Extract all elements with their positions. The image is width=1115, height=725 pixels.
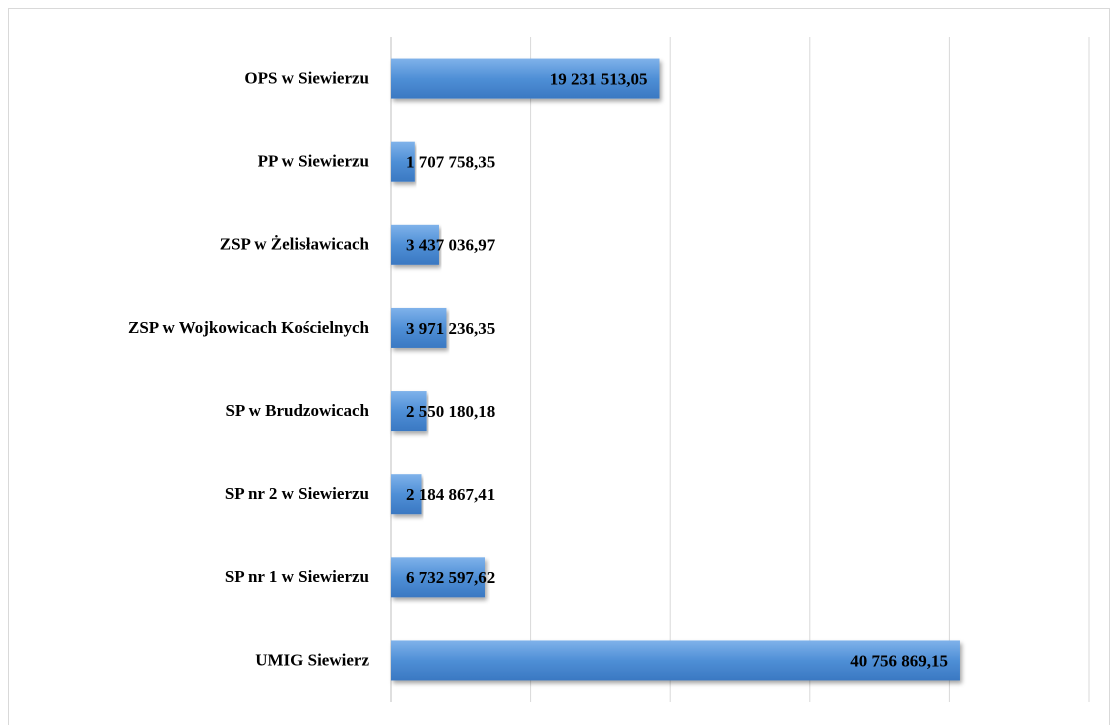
y-tick-label: PP w Siewierzu (258, 152, 369, 171)
bar (391, 474, 422, 515)
data-label: 3 971 236,35 (406, 319, 495, 338)
bar (391, 141, 415, 182)
bar (391, 391, 427, 432)
data-label: 1 707 758,35 (406, 153, 495, 172)
bar (391, 58, 660, 99)
y-tick-label: ZSP w Żelisławicach (220, 235, 370, 254)
y-tick-label: UMIG Siewierz (255, 650, 369, 669)
data-label: 6 732 597,62 (406, 568, 495, 587)
data-label: 40 756 869,15 (850, 651, 948, 670)
chart-border (8, 8, 1110, 725)
bar (391, 224, 439, 265)
y-tick-label: ZSP w Wojkowicach Kościelnych (128, 318, 370, 337)
bar (391, 640, 960, 681)
data-label: 19 231 513,05 (550, 69, 648, 88)
data-label: 3 437 036,97 (406, 236, 496, 255)
y-tick-label: SP nr 2 w Siewierzu (225, 484, 369, 503)
bar (391, 307, 447, 348)
data-label: 2 550 180,18 (406, 402, 495, 421)
y-tick-label: SP w Brudzowicach (225, 401, 369, 420)
y-tick-label: OPS w Siewierzu (244, 68, 369, 87)
data-label: 2 184 867,41 (406, 485, 495, 504)
bar (391, 557, 485, 598)
y-tick-label: SP nr 1 w Siewierzu (225, 567, 369, 586)
